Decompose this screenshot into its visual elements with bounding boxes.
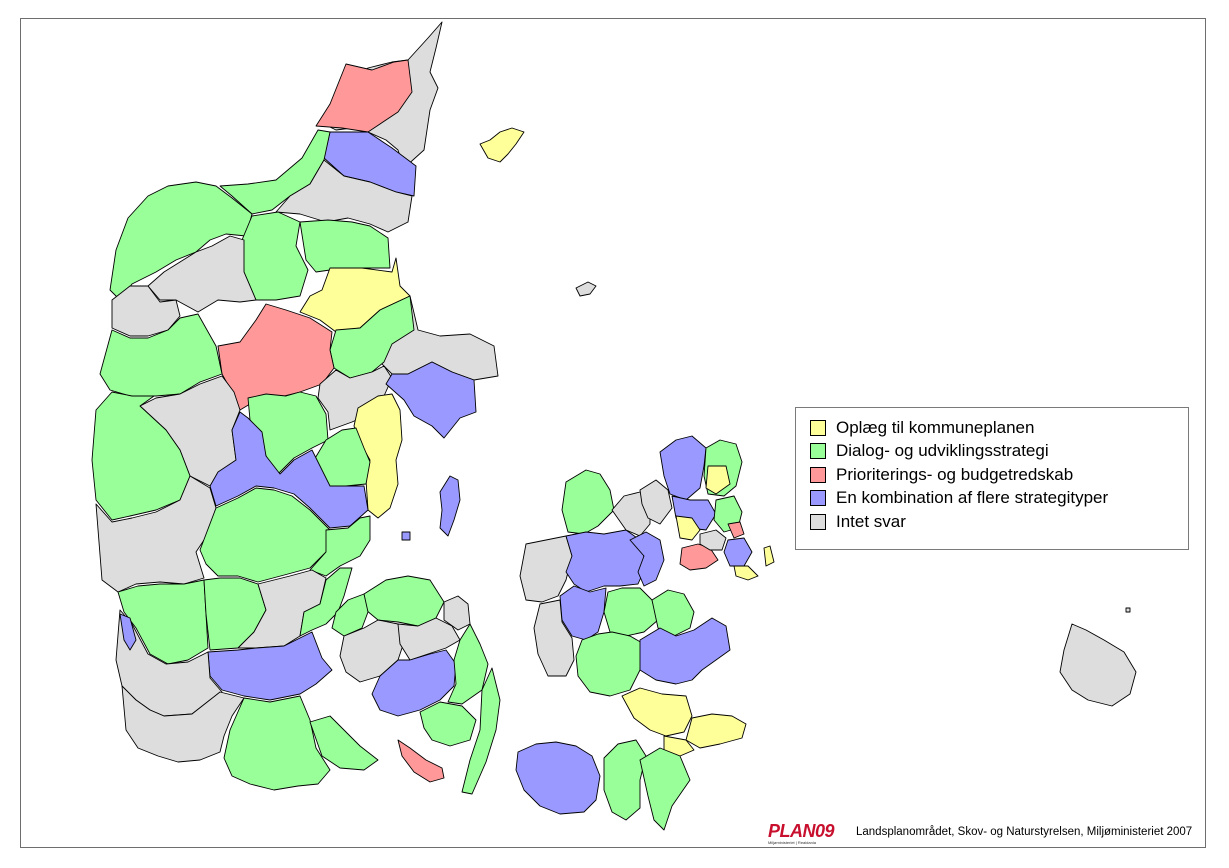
- municipality-region: [639, 747, 691, 831]
- municipality-region: [147, 235, 257, 313]
- municipality-region: [209, 411, 369, 529]
- legend-label: Dialog- og udviklingsstrategi: [836, 441, 1049, 461]
- municipality-region: [397, 617, 461, 661]
- legend-swatch-red: [810, 466, 826, 483]
- municipality-region: [461, 667, 501, 795]
- municipality-region: [1059, 623, 1137, 707]
- municipality-region: [111, 285, 181, 337]
- legend-label: Intet svar: [836, 511, 906, 531]
- municipality-region: [679, 543, 719, 571]
- municipality-region: [199, 487, 331, 583]
- municipality-region: [621, 687, 693, 737]
- municipality-region: [121, 685, 245, 763]
- municipality-region: [519, 535, 573, 603]
- municipality-region: [223, 695, 331, 791]
- municipality-region: [207, 631, 333, 701]
- municipality-region: [447, 623, 489, 705]
- logo-subtitle: Miljøministeriet | Realdania: [768, 840, 816, 845]
- municipality-region: [1125, 607, 1131, 613]
- municipality-region: [275, 159, 413, 233]
- municipality-region: [479, 127, 525, 163]
- municipality-region: [603, 587, 659, 637]
- municipality-region: [299, 219, 391, 273]
- legend-item-prioritering: Prioriterings- og budgetredskab: [810, 463, 1188, 487]
- municipality-region: [699, 529, 727, 551]
- logo-text: PLAN09: [768, 821, 835, 841]
- municipality-region: [401, 531, 411, 541]
- municipality-region: [575, 631, 645, 697]
- map-legend: Oplæg til kommuneplanen Dialog- og udvik…: [795, 407, 1189, 550]
- municipality-region: [675, 515, 701, 541]
- legend-item-dialog: Dialog- og udviklingsstrategi: [810, 440, 1188, 464]
- legend-swatch-green: [810, 443, 826, 460]
- municipality-region: [299, 567, 353, 637]
- municipality-region: [659, 435, 707, 501]
- municipality-region: [331, 593, 369, 637]
- municipality-region: [629, 531, 665, 587]
- municipality-region: [309, 515, 371, 577]
- municipality-region: [315, 59, 413, 133]
- municipality-region: [241, 211, 309, 301]
- municipality-region: [663, 735, 695, 757]
- legend-item-oplaeg: Oplæg til kommuneplanen: [810, 416, 1188, 440]
- municipality-region: [561, 469, 615, 535]
- municipality-region: [99, 313, 223, 397]
- municipality-region: [705, 465, 731, 495]
- legend-item-intet-svar: Intet svar: [810, 510, 1188, 534]
- legend-swatch-blue: [810, 490, 826, 507]
- credit-text: Landsplanområdet, Skov- og Naturstyrelse…: [856, 826, 1193, 838]
- municipality-region: [575, 281, 597, 297]
- municipality-region: [727, 521, 745, 539]
- municipality-region: [565, 529, 647, 593]
- municipality-region: [397, 739, 445, 783]
- legend-swatch-grey: [810, 513, 826, 530]
- municipality-region: [639, 479, 673, 525]
- legend-swatch-yellow: [810, 419, 826, 436]
- municipality-region: [419, 701, 477, 747]
- map-frame: [20, 18, 1206, 848]
- municipality-region: [559, 585, 607, 641]
- municipality-region: [385, 361, 477, 439]
- municipality-region: [603, 739, 647, 821]
- legend-label: Oplæg til kommuneplanen: [836, 417, 1035, 437]
- municipality-region: [309, 715, 379, 771]
- legend-item-kombination: En kombination af flere strategityper: [810, 487, 1188, 511]
- municipality-region: [117, 579, 209, 665]
- municipality-region: [733, 565, 759, 581]
- municipality-region: [439, 475, 461, 537]
- municipality-region: [723, 537, 753, 567]
- municipality-region: [639, 617, 731, 685]
- plan09-logo: PLAN09 Miljøministeriet | Realdania: [768, 822, 848, 846]
- municipality-region: [533, 599, 575, 677]
- legend-label: En kombination af flere strategityper: [836, 488, 1109, 508]
- municipality-region: [217, 303, 335, 411]
- municipality-region: [685, 713, 747, 749]
- municipality-region: [763, 545, 775, 567]
- municipality-region: [371, 649, 457, 717]
- legend-label: Prioriterings- og budgetredskab: [836, 464, 1074, 484]
- map-footer: PLAN09 Miljøministeriet | Realdania Land…: [768, 822, 1192, 846]
- municipality-region: [515, 741, 601, 815]
- municipality-region: [363, 575, 445, 627]
- municipality-region: [119, 613, 137, 651]
